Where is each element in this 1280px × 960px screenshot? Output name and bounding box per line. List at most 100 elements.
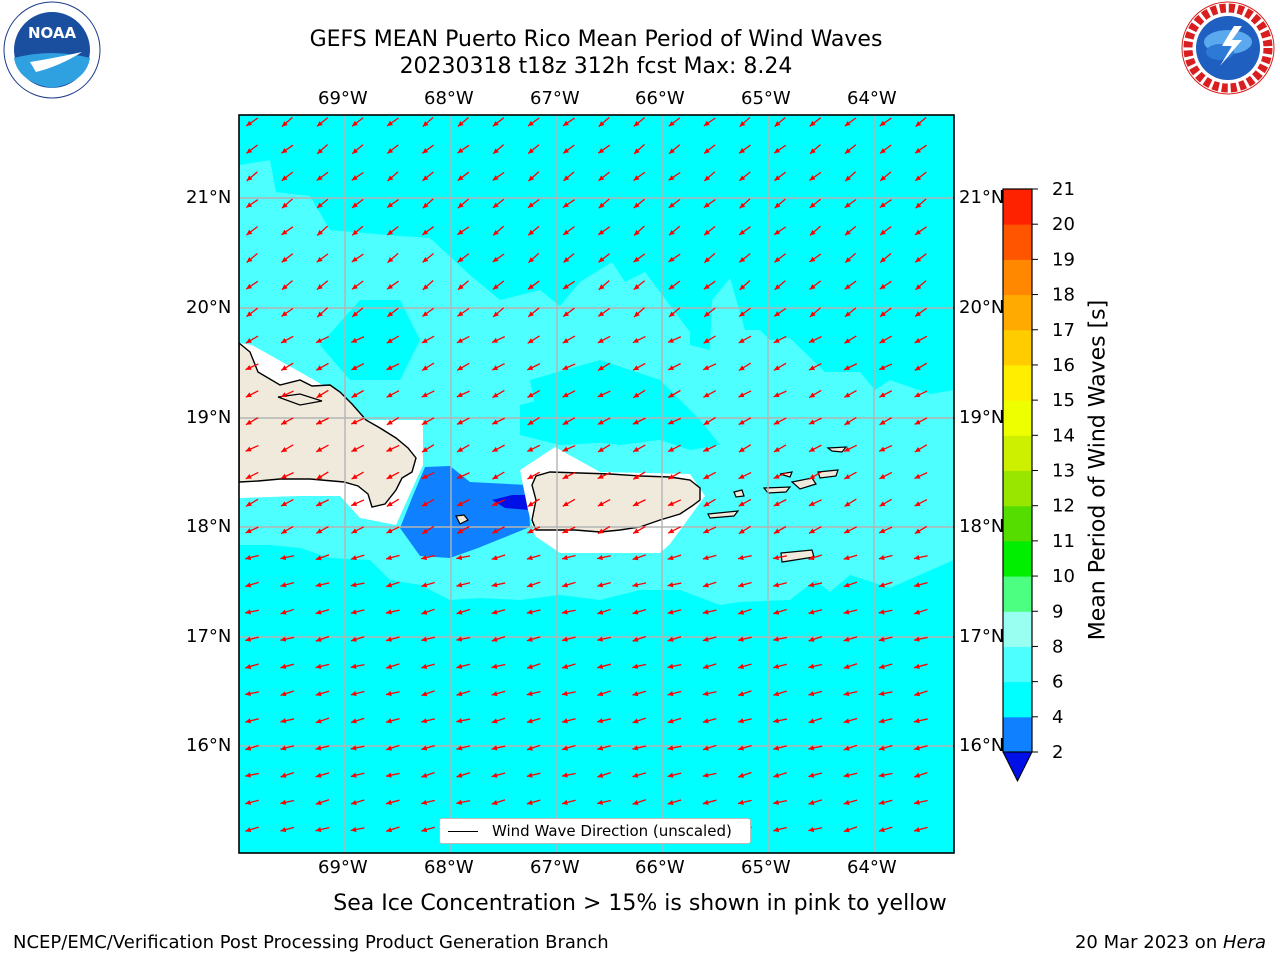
- wave-direction-arrowhead: [351, 419, 358, 425]
- wave-direction-arrowhead: [387, 202, 393, 208]
- wave-direction-arrowhead: [491, 800, 498, 805]
- lon-label-top: 68°W: [424, 88, 474, 109]
- wave-direction-arrowhead: [422, 284, 429, 290]
- wave-direction-arrowhead: [597, 772, 604, 778]
- wave-direction-arrowhead: [456, 663, 463, 669]
- wave-direction-arrowhead: [702, 799, 709, 805]
- wave-direction-arrowhead: [808, 691, 815, 697]
- wave-direction-arrowhead: [491, 636, 498, 642]
- wave-direction-arrowhead: [245, 636, 252, 642]
- wave-direction-arrowhead: [493, 311, 499, 317]
- wave-direction-arrowhead: [597, 636, 603, 642]
- wave-direction-arrowhead: [315, 772, 322, 778]
- wave-direction-arrowhead: [456, 582, 463, 588]
- wave-direction-arrowhead: [281, 338, 288, 343]
- wave-direction-arrowhead: [245, 799, 252, 805]
- lat-label-left: 16°N: [186, 735, 232, 756]
- wave-direction-arrowhead: [316, 284, 323, 290]
- wave-direction-arrowhead: [774, 175, 781, 181]
- wave-direction-arrowhead: [668, 120, 675, 127]
- wave-direction-arrowhead: [878, 718, 885, 724]
- wave-direction-arrowhead: [808, 636, 815, 642]
- wave-direction-arrowhead: [773, 772, 780, 778]
- wave-direction-arrowhead: [528, 229, 535, 236]
- wave-direction-arrowhead: [809, 392, 816, 398]
- wave-direction-arrowhead: [527, 474, 534, 479]
- colorbar-segment: [1003, 400, 1032, 436]
- lon-label-bottom: 67°W: [530, 857, 580, 878]
- wave-direction-arrowhead: [808, 772, 815, 778]
- wave-direction-arrowhead: [315, 800, 322, 805]
- wave-direction-arrowhead: [914, 827, 920, 833]
- wave-direction-arrowhead: [493, 229, 499, 236]
- wave-direction-arrowhead: [738, 691, 745, 697]
- wave-direction-arrowhead: [280, 636, 287, 642]
- wave-direction-arrowhead: [422, 175, 429, 181]
- wave-direction-arrowhead: [632, 663, 639, 669]
- wave-direction-arrowhead: [739, 284, 746, 290]
- wave-direction-arrowhead: [246, 148, 253, 154]
- hispaniola: [239, 342, 417, 508]
- wave-direction-arrowhead: [739, 148, 746, 154]
- wave-direction-arrowhead: [773, 609, 780, 615]
- lat-label-right: 21°N: [959, 187, 1005, 208]
- colorbar-tick-label: 13: [1052, 461, 1075, 482]
- lon-label-bottom: 65°W: [741, 857, 791, 878]
- wave-direction-arrowhead: [527, 365, 534, 370]
- lon-label-top: 66°W: [635, 88, 685, 109]
- wave-direction-arrowhead: [597, 582, 604, 588]
- wave-direction-arrowhead: [878, 745, 885, 751]
- colorbar-segment: [1003, 470, 1032, 507]
- wave-direction-arrowhead: [315, 718, 322, 724]
- wave-direction-arrowhead: [702, 664, 709, 669]
- wave-direction-arrowhead: [527, 528, 534, 534]
- lat-label-left: 19°N: [186, 407, 232, 428]
- wave-direction-arrowhead: [491, 718, 498, 724]
- wave-direction-arrowhead: [878, 609, 885, 615]
- wave-direction-arrowhead: [843, 745, 850, 751]
- wave-direction-arrowhead: [456, 609, 463, 615]
- wave-direction-arrowhead: [456, 691, 463, 697]
- wave-direction-arrowhead: [808, 826, 815, 833]
- wave-direction-arrowhead: [457, 256, 464, 263]
- colorbar-tick-label: 4: [1052, 707, 1063, 728]
- wave-direction-arrowhead: [562, 473, 569, 479]
- wave-direction-arrowhead: [386, 636, 392, 642]
- wave-direction-arrowhead: [317, 229, 323, 236]
- wave-direction-arrowhead: [562, 283, 569, 290]
- wave-direction-arrowhead: [317, 148, 323, 154]
- wave-direction-arrowhead: [280, 745, 287, 751]
- wave-direction-arrowhead: [774, 229, 781, 235]
- wave-direction-arrowhead: [245, 473, 252, 479]
- lon-label-bottom: 69°W: [318, 857, 368, 878]
- wave-direction-arrowhead: [879, 365, 886, 370]
- wave-direction-arrowhead: [350, 582, 357, 588]
- vieques: [707, 510, 740, 519]
- wave-direction-arrowhead: [456, 392, 463, 398]
- wave-direction-arrowhead: [386, 582, 393, 588]
- wave-direction-arrowhead: [493, 148, 499, 154]
- wave-direction-arrowhead: [456, 745, 463, 751]
- wave-direction-arrowhead: [598, 311, 605, 317]
- wave-direction-arrowhead: [738, 338, 745, 343]
- wave-direction-arrowhead: [351, 175, 358, 181]
- colorbar: 2 4 6 8 9 10 11 12 13 14 15 16 17 18 19 20 21: [1002, 180, 1075, 783]
- wave-direction-arrowhead: [598, 147, 605, 154]
- wave-direction-arrowhead: [561, 772, 568, 778]
- chart-subtitle: 20230318 t18z 312h fcst Max: 8.24: [399, 54, 793, 79]
- wave-direction-arrowhead: [843, 772, 850, 778]
- wave-direction-arrowhead: [738, 365, 745, 371]
- wave-direction-arrowhead: [350, 636, 357, 642]
- wave-direction-arrowhead: [597, 473, 604, 479]
- wave-direction-arrowhead: [563, 229, 570, 236]
- wave-direction-arrowhead: [527, 120, 534, 127]
- wave-direction-arrowhead: [280, 609, 287, 615]
- wave-direction-arrowhead: [316, 528, 323, 534]
- wave-direction-arrowhead: [491, 582, 498, 588]
- lat-label-right: 18°N: [959, 516, 1005, 537]
- wave-direction-arrowhead: [351, 501, 358, 506]
- colorbar-tick-label: 21: [1052, 180, 1075, 200]
- wave-direction-arrowhead: [669, 148, 675, 154]
- wave-direction-arrowhead: [879, 120, 886, 126]
- wave-direction-arrowhead: [914, 772, 921, 778]
